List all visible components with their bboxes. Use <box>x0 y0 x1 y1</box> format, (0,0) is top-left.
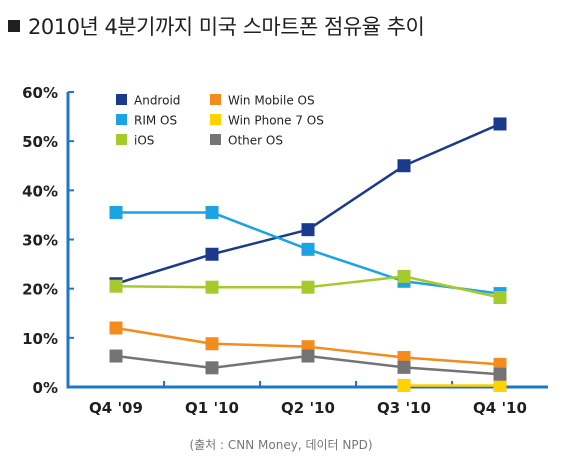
series-group <box>109 117 507 393</box>
data-point-marker <box>205 337 219 351</box>
y-tick-label: 60% <box>22 84 58 102</box>
data-point-marker <box>397 269 411 283</box>
data-point-marker <box>493 379 507 393</box>
data-point-marker <box>301 223 315 237</box>
legend: Android RIM OS iOS Win Mobile OS Win Phone 7… <box>116 94 324 148</box>
y-tick-label: 40% <box>22 182 58 200</box>
y-tick-label: 20% <box>22 281 58 299</box>
x-tick-label: Q3 '10 <box>377 399 431 417</box>
x-tick-label: Q4 '10 <box>473 399 527 417</box>
legend-label: Win Mobile OS <box>228 94 315 108</box>
chart-title: 2010년 4분기까지 미국 스마트폰 점유율 추이 <box>28 15 425 39</box>
data-point-marker <box>301 349 315 363</box>
legend-label: iOS <box>134 134 154 148</box>
data-point-marker <box>301 242 315 256</box>
x-tick-label: Q2 '10 <box>281 399 335 417</box>
y-tick-label: 30% <box>22 232 58 250</box>
data-point-marker <box>205 247 219 261</box>
y-tick-label: 10% <box>22 330 58 348</box>
legend-swatch <box>210 114 221 125</box>
data-point-marker <box>397 159 411 173</box>
legend-label: RIM OS <box>134 114 177 128</box>
y-tick-label: 50% <box>22 133 58 151</box>
data-point-marker <box>109 279 123 293</box>
series-line <box>115 122 501 285</box>
data-point-marker <box>109 321 123 335</box>
legend-swatch <box>210 134 221 145</box>
data-point-marker <box>493 367 507 381</box>
data-point-marker <box>205 205 219 219</box>
data-point-marker <box>109 205 123 219</box>
data-point-marker <box>397 379 411 393</box>
legend-label: Other OS <box>228 134 283 148</box>
data-point-marker <box>301 280 315 294</box>
legend-swatch <box>116 114 127 125</box>
data-point-marker <box>397 360 411 374</box>
legend-label: Android <box>134 94 180 108</box>
source-note: (출처 : CNN Money, 데이터 NPD) <box>189 438 373 452</box>
chart-title-row: 2010년 4분기까지 미국 스마트폰 점유율 추이 <box>8 12 425 40</box>
x-tick-label: Q1 '10 <box>185 399 239 417</box>
data-point-marker <box>205 280 219 294</box>
y-tick-label: 0% <box>33 379 58 397</box>
legend-swatch <box>116 134 127 145</box>
axes: 0% 10% 20% 30% 40% 50% 60% Q4 '09 Q1 '10 Q2 '10 Q3… <box>22 84 548 417</box>
title-bullet-square <box>8 20 20 32</box>
data-point-marker <box>493 357 507 371</box>
data-point-marker <box>109 349 123 363</box>
legend-swatch <box>210 94 221 105</box>
data-point-marker <box>397 351 411 364</box>
data-point-marker <box>205 361 219 375</box>
data-point-marker <box>493 117 507 131</box>
x-tick-label: Q4 '09 <box>89 399 143 417</box>
data-point-marker <box>493 291 507 305</box>
legend-label: Win Phone 7 OS <box>228 114 324 128</box>
legend-swatch <box>116 94 127 105</box>
